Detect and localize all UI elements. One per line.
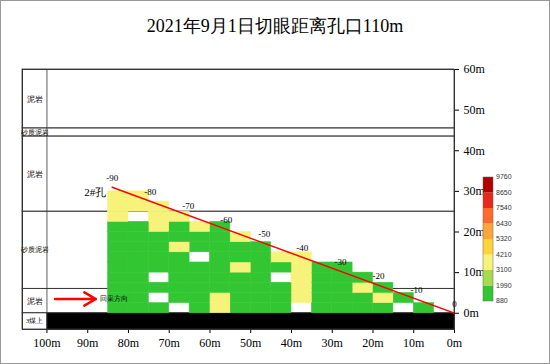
svg-text:泥岩: 泥岩 [27, 95, 43, 104]
svg-text:7540: 7540 [496, 204, 512, 211]
svg-text:回采方向: 回采方向 [100, 295, 128, 303]
svg-text:8650: 8650 [496, 189, 512, 196]
svg-text:20m: 20m [362, 336, 384, 350]
svg-text:80m: 80m [118, 336, 140, 350]
svg-text:-80: -80 [144, 187, 156, 197]
svg-text:1990: 1990 [496, 282, 512, 289]
svg-text:-70: -70 [182, 201, 194, 211]
svg-text:60m: 60m [199, 336, 221, 350]
svg-text:-20: -20 [372, 271, 384, 281]
svg-text:-10: -10 [410, 285, 422, 295]
svg-text:30m: 30m [464, 184, 486, 198]
svg-text:40m: 40m [281, 336, 303, 350]
svg-text:10m: 10m [403, 336, 425, 350]
svg-text:30m: 30m [322, 336, 344, 350]
svg-text:20m: 20m [464, 225, 486, 239]
svg-text:0m: 0m [464, 306, 480, 320]
svg-text:0: 0 [452, 299, 457, 310]
svg-text:-40: -40 [296, 243, 308, 253]
svg-text:60m: 60m [464, 62, 486, 76]
svg-text:4210: 4210 [496, 251, 512, 258]
svg-text:50m: 50m [464, 103, 486, 117]
svg-text:3100: 3100 [496, 266, 512, 273]
html-text:2021年9月1日切眼距离孔口110m: 2021年9月1日切眼距离孔口110m [146, 16, 404, 36]
svg-text:泥岩: 泥岩 [27, 170, 43, 179]
svg-text:3煤上: 3煤上 [26, 317, 43, 324]
svg-text:2#孔: 2#孔 [84, 186, 106, 198]
svg-text:50m: 50m [240, 336, 262, 350]
svg-text:6430: 6430 [496, 220, 512, 227]
svg-text:10m: 10m [464, 265, 486, 279]
svg-text:100m: 100m [33, 336, 61, 350]
svg-text:880: 880 [496, 297, 508, 304]
svg-text:砂质泥岩: 砂质泥岩 [20, 129, 49, 137]
svg-text:砂质泥岩: 砂质泥岩 [20, 246, 49, 254]
svg-text:泥岩: 泥岩 [27, 297, 43, 306]
svg-text:-60: -60 [220, 215, 232, 225]
svg-text:90m: 90m [77, 336, 99, 350]
svg-text:-50: -50 [258, 229, 270, 239]
svg-text:70m: 70m [159, 336, 181, 350]
svg-text:40m: 40m [464, 144, 486, 158]
svg-text:9760: 9760 [496, 173, 512, 180]
svg-text:-90: -90 [106, 173, 118, 183]
svg-text:0m: 0m [447, 336, 463, 350]
svg-text:5320: 5320 [496, 235, 512, 242]
svg-text:-30: -30 [334, 257, 346, 267]
